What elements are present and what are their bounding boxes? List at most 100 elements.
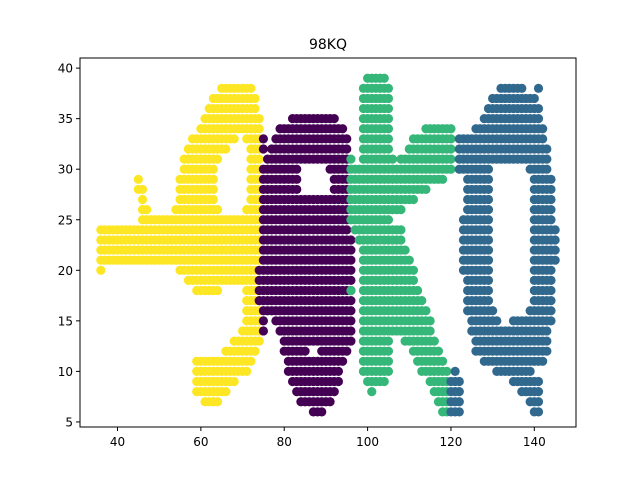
data-point: [383, 346, 394, 356]
data-point: [517, 83, 527, 93]
data-point: [538, 124, 548, 134]
y-tick-label: 40: [58, 62, 73, 76]
data-point: [483, 164, 494, 174]
data-point: [246, 83, 256, 93]
data-point: [396, 205, 406, 215]
data-point: [533, 83, 544, 93]
data-point: [342, 346, 352, 356]
data-point: [408, 265, 419, 275]
data-point: [292, 184, 302, 195]
data-point: [546, 296, 556, 306]
data-point: [383, 366, 394, 376]
data-point: [483, 255, 494, 265]
data-point: [212, 285, 223, 296]
data-point: [529, 93, 539, 104]
data-point: [212, 154, 223, 164]
data-point: [250, 346, 260, 356]
data-point: [483, 194, 494, 205]
data-point: [250, 93, 260, 104]
data-point: [546, 306, 556, 316]
data-point: [388, 154, 398, 164]
data-point: [258, 134, 268, 144]
data-point: [421, 306, 431, 316]
data-point: [342, 225, 352, 235]
data-point: [483, 285, 494, 296]
data-point: [342, 144, 352, 154]
data-point: [317, 407, 327, 417]
data-point: [542, 326, 552, 336]
data-point: [208, 174, 218, 184]
data-point: [333, 376, 344, 387]
data-point: [533, 387, 544, 397]
data-point: [454, 376, 464, 387]
data-point: [546, 194, 556, 205]
y-tick-label: 5: [65, 415, 73, 429]
data-point: [383, 144, 394, 154]
data-point: [408, 275, 419, 286]
data-point: [346, 326, 356, 336]
data-point: [346, 296, 356, 306]
data-point: [550, 245, 560, 255]
data-point: [229, 134, 239, 144]
data-point: [550, 255, 560, 265]
data-point: [242, 366, 252, 376]
data-point: [325, 397, 335, 407]
data-point: [383, 134, 394, 144]
data-point: [450, 366, 460, 376]
data-point: [383, 114, 394, 124]
data-point: [454, 407, 464, 417]
data-point: [346, 336, 356, 346]
data-point: [446, 154, 456, 164]
data-point: [442, 366, 452, 376]
data-point: [483, 174, 494, 184]
data-point: [488, 306, 498, 316]
data-point: [254, 154, 264, 164]
data-point: [546, 174, 556, 184]
data-point: [446, 134, 456, 144]
data-point: [446, 164, 456, 174]
data-point: [137, 184, 148, 195]
data-point: [250, 103, 260, 114]
data-point: [542, 336, 552, 346]
data-point: [396, 225, 406, 235]
data-point: [383, 93, 394, 104]
data-point: [292, 164, 302, 174]
data-point: [483, 235, 494, 245]
data-point: [383, 103, 394, 114]
data-point: [383, 83, 394, 93]
y-tick-label: 15: [58, 314, 73, 328]
data-point: [438, 174, 448, 184]
data-point: [421, 184, 431, 195]
data-point: [533, 103, 544, 114]
data-point: [417, 296, 427, 306]
data-point: [546, 285, 556, 296]
data-point: [346, 255, 356, 265]
data-point: [212, 205, 223, 215]
data-point: [483, 184, 494, 195]
data-point: [546, 316, 556, 326]
x-axis: 40 60 80 100 120 140: [110, 427, 546, 449]
data-point: [542, 144, 552, 154]
data-point: [483, 225, 494, 235]
data-point: [454, 387, 464, 397]
data-point: [433, 346, 444, 356]
data-point: [137, 194, 148, 205]
data-point: [396, 235, 406, 245]
data-point: [546, 215, 556, 225]
chart-title: 98KQ: [309, 37, 347, 53]
data-point: [379, 73, 389, 83]
data-point: [346, 265, 356, 275]
data-point: [258, 316, 268, 326]
data-point: [446, 124, 456, 134]
data-point: [383, 356, 394, 366]
data-point: [212, 397, 223, 407]
data-point: [413, 285, 423, 296]
data-point: [533, 114, 544, 124]
data-point: [483, 205, 494, 215]
data-point: [408, 194, 419, 205]
data-point: [258, 326, 268, 336]
data-point: [229, 376, 239, 387]
data-point: [346, 245, 356, 255]
data-point: [337, 124, 348, 134]
data-point: [346, 235, 356, 245]
